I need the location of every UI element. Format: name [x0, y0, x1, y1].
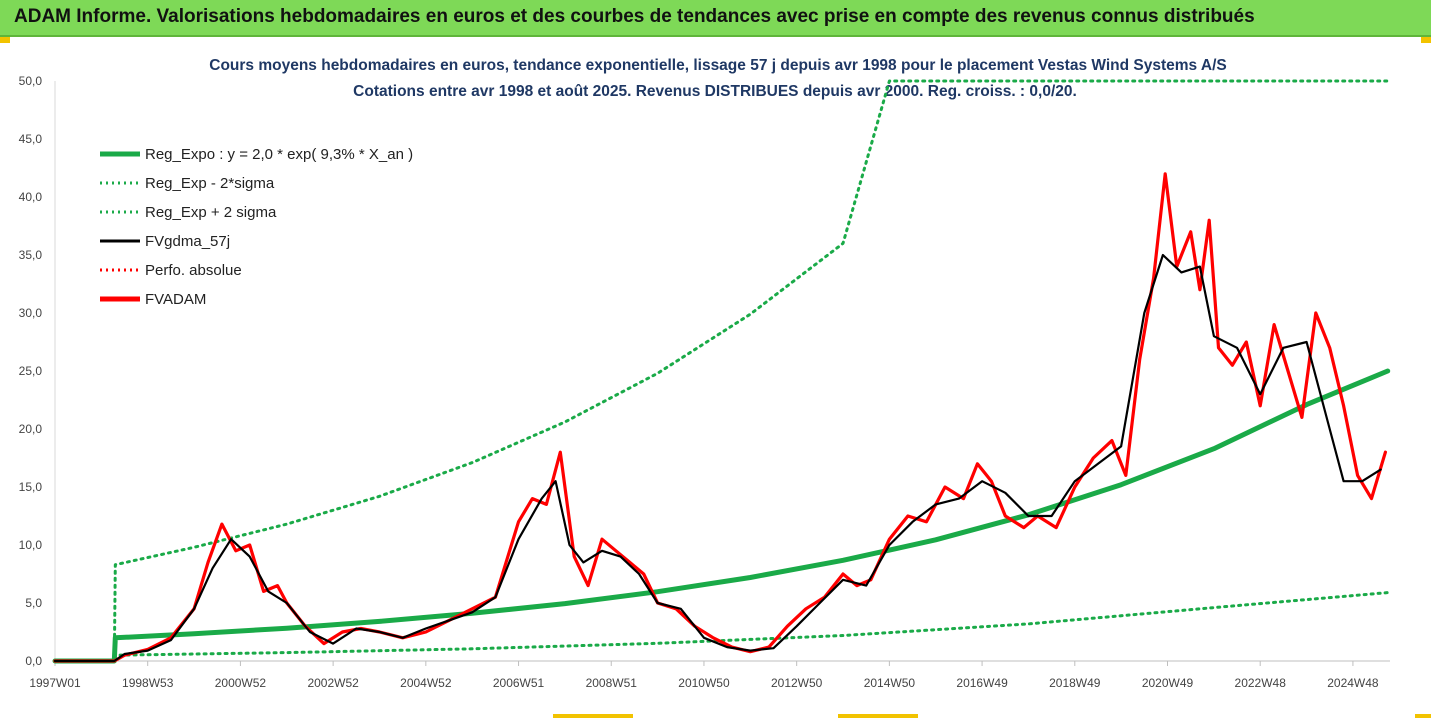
- x-tick-label: 1997W01: [29, 676, 81, 690]
- series-layer: [52, 79, 1391, 664]
- corner-marker-bottom-mid: [838, 714, 918, 718]
- x-tick-label: 2014W50: [864, 676, 916, 690]
- x-tick-label: 2016W49: [956, 676, 1008, 690]
- y-tick-label: 10,0: [19, 538, 43, 552]
- x-tick-label: 2020W49: [1142, 676, 1194, 690]
- y-tick-label: 25,0: [19, 364, 43, 378]
- x-tick-label: 1998W53: [122, 676, 174, 690]
- x-tick-label: 2018W49: [1049, 676, 1101, 690]
- series-line-1: [53, 591, 1390, 663]
- chart-subtitle-line1: Cours moyens hebdomadaires en euros, ten…: [209, 57, 1227, 74]
- legend-label: FVADAM: [145, 291, 206, 308]
- x-tick-label: 2006W51: [493, 676, 545, 690]
- header-banner: ADAM Informe. Valorisations hebdomadaire…: [0, 0, 1431, 37]
- x-axis: 1997W01 1998W53 2000W52 2002W52 2004W52 2006W…: [29, 660, 1390, 690]
- x-tick-label: 2008W51: [586, 676, 638, 690]
- corner-marker-bottom-right: [1415, 714, 1431, 718]
- y-tick-label: 5,0: [25, 596, 42, 610]
- x-tick-label: 2010W50: [678, 676, 730, 690]
- x-tick-label: 2004W52: [400, 676, 452, 690]
- x-tick-label: 2000W52: [215, 676, 267, 690]
- legend-label: FVgdma_57j: [145, 233, 230, 250]
- corner-marker-left: [0, 37, 10, 43]
- legend-label: Reg_Exp - 2*sigma: [145, 175, 275, 192]
- y-axis: 0,0 5,0 10,0 15,0 20,0 25,0 30,0 35,0 40,0 45,0 50…: [19, 74, 56, 668]
- legend-label: Reg_Expo : y = 2,0 * exp( 9,3% * X_an ): [145, 146, 413, 163]
- y-tick-label: 15,0: [19, 480, 43, 494]
- page-title: ADAM Informe. Valorisations hebdomadaire…: [14, 6, 1255, 27]
- series-line-3: [53, 253, 1382, 663]
- y-tick-label: 35,0: [19, 248, 43, 262]
- corner-marker-bottom-left: [553, 714, 633, 718]
- x-tick-label: 2002W52: [307, 676, 359, 690]
- x-tick-label: 2024W48: [1327, 676, 1379, 690]
- y-tick-label: 20,0: [19, 422, 43, 436]
- legend-label: Reg_Exp + 2 sigma: [145, 204, 277, 221]
- corner-marker-right: [1421, 37, 1431, 43]
- series-line-0: [52, 368, 1391, 664]
- y-tick-label: 50,0: [19, 74, 43, 88]
- series-line-4: [53, 172, 1388, 663]
- y-tick-label: 30,0: [19, 306, 43, 320]
- x-tick-label: 2012W50: [771, 676, 823, 690]
- y-tick-label: 40,0: [19, 190, 43, 204]
- y-tick-label: 0,0: [25, 654, 42, 668]
- x-tick-label: 2022W48: [1235, 676, 1287, 690]
- y-tick-label: 45,0: [19, 132, 43, 146]
- legend-label: Perfo. absolue: [145, 262, 242, 279]
- chart-subtitle-line2: Cotations entre avr 1998 et août 2025. R…: [353, 83, 1077, 100]
- legend: Reg_Expo : y = 2,0 * exp( 9,3% * X_an ) R…: [100, 146, 413, 308]
- series-line-2: [53, 79, 1390, 663]
- chart-area: Cours moyens hebdomadaires en euros, ten…: [19, 57, 1391, 690]
